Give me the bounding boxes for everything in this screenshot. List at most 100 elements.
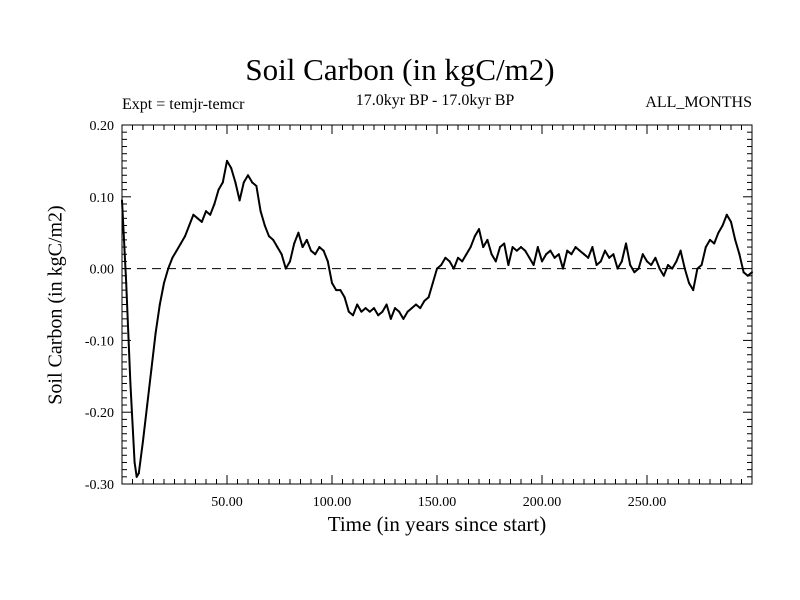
data-point — [431, 281, 434, 284]
data-point — [163, 281, 165, 284]
data-point — [352, 314, 354, 317]
data-point — [289, 260, 291, 263]
data-point — [738, 253, 741, 256]
data-point — [616, 267, 619, 270]
data-point — [482, 246, 485, 249]
data-point — [402, 317, 405, 320]
data-point — [213, 202, 216, 205]
data-point — [238, 199, 241, 202]
months-label: ALL_MONTHS — [645, 94, 752, 111]
data-point — [688, 281, 690, 284]
data-point — [368, 310, 371, 313]
data-point — [121, 199, 123, 202]
data-point — [620, 260, 623, 263]
data-point — [184, 235, 186, 238]
x-tick-label: 200.00 — [523, 495, 562, 510]
data-point — [221, 181, 224, 184]
chart-title: Soil Carbon (in kgC/m2) — [245, 52, 555, 87]
y-tick-label: 0.00 — [90, 263, 115, 278]
data-point — [192, 213, 195, 216]
data-point — [692, 289, 695, 292]
data-point — [389, 317, 392, 320]
data-point — [125, 281, 128, 284]
data-point — [318, 246, 321, 249]
data-point — [461, 260, 464, 263]
data-point — [599, 260, 602, 263]
data-point — [465, 253, 468, 256]
data-point — [175, 249, 178, 252]
data-point — [625, 242, 627, 245]
data-point — [242, 181, 245, 184]
data-point — [314, 253, 317, 256]
data-point — [280, 253, 283, 256]
data-point — [545, 253, 548, 256]
data-point — [226, 159, 228, 162]
data-point — [415, 303, 417, 306]
data-point — [524, 249, 527, 252]
data-point — [591, 246, 594, 249]
data-point — [662, 274, 665, 277]
data-point — [146, 404, 149, 407]
data-point — [205, 210, 207, 213]
data-point — [532, 264, 535, 267]
data-point — [154, 332, 157, 335]
data-point — [553, 256, 556, 259]
y-tick-label: -0.20 — [85, 406, 114, 421]
data-point — [587, 256, 590, 259]
data-point — [650, 264, 653, 267]
data-point — [251, 181, 254, 184]
data-point — [259, 210, 262, 213]
data-point — [742, 271, 745, 274]
data-point — [255, 185, 258, 188]
data-point — [503, 242, 506, 245]
data-point — [310, 249, 312, 252]
data-point — [230, 167, 233, 170]
x-tick-label: 50.00 — [211, 495, 243, 510]
data-point — [444, 256, 447, 259]
data-point — [339, 289, 342, 292]
data-point — [347, 310, 350, 313]
data-point — [637, 267, 640, 270]
data-point — [394, 307, 396, 310]
x-tick-label: 150.00 — [418, 495, 457, 510]
data-point — [734, 238, 737, 241]
data-point — [721, 224, 724, 227]
period-label: 17.0kyr BP - 17.0kyr BP — [355, 92, 515, 109]
data-point — [406, 310, 409, 313]
data-point — [536, 246, 539, 249]
data-point — [385, 303, 388, 306]
data-point — [658, 267, 661, 270]
data-point — [507, 264, 510, 267]
data-point — [440, 264, 443, 267]
data-point — [268, 235, 270, 238]
data-point — [696, 267, 699, 270]
data-point — [486, 238, 489, 241]
data-point — [469, 246, 472, 249]
data-point — [150, 368, 153, 371]
data-point — [171, 256, 174, 259]
data-point — [142, 439, 144, 442]
data-point — [654, 256, 657, 259]
data-point — [511, 246, 514, 249]
data-point — [457, 256, 459, 259]
data-point — [595, 264, 598, 267]
x-tick-label: 250.00 — [628, 495, 667, 510]
data-point — [583, 253, 585, 256]
data-point — [709, 238, 711, 241]
data-point — [730, 220, 732, 223]
data-point — [135, 475, 138, 478]
data-point — [520, 246, 522, 249]
data-point — [671, 267, 674, 270]
data-point — [675, 260, 678, 263]
data-point — [557, 253, 560, 256]
data-point — [301, 246, 304, 249]
data-point — [263, 224, 266, 227]
data-point — [566, 249, 569, 252]
data-point — [751, 271, 753, 274]
data-point — [667, 264, 669, 267]
data-point — [410, 307, 413, 310]
soil-carbon-series-line — [121, 159, 753, 478]
y-tick-label: -0.30 — [85, 478, 114, 493]
axis-ticks — [121, 124, 753, 485]
data-point — [360, 310, 363, 313]
